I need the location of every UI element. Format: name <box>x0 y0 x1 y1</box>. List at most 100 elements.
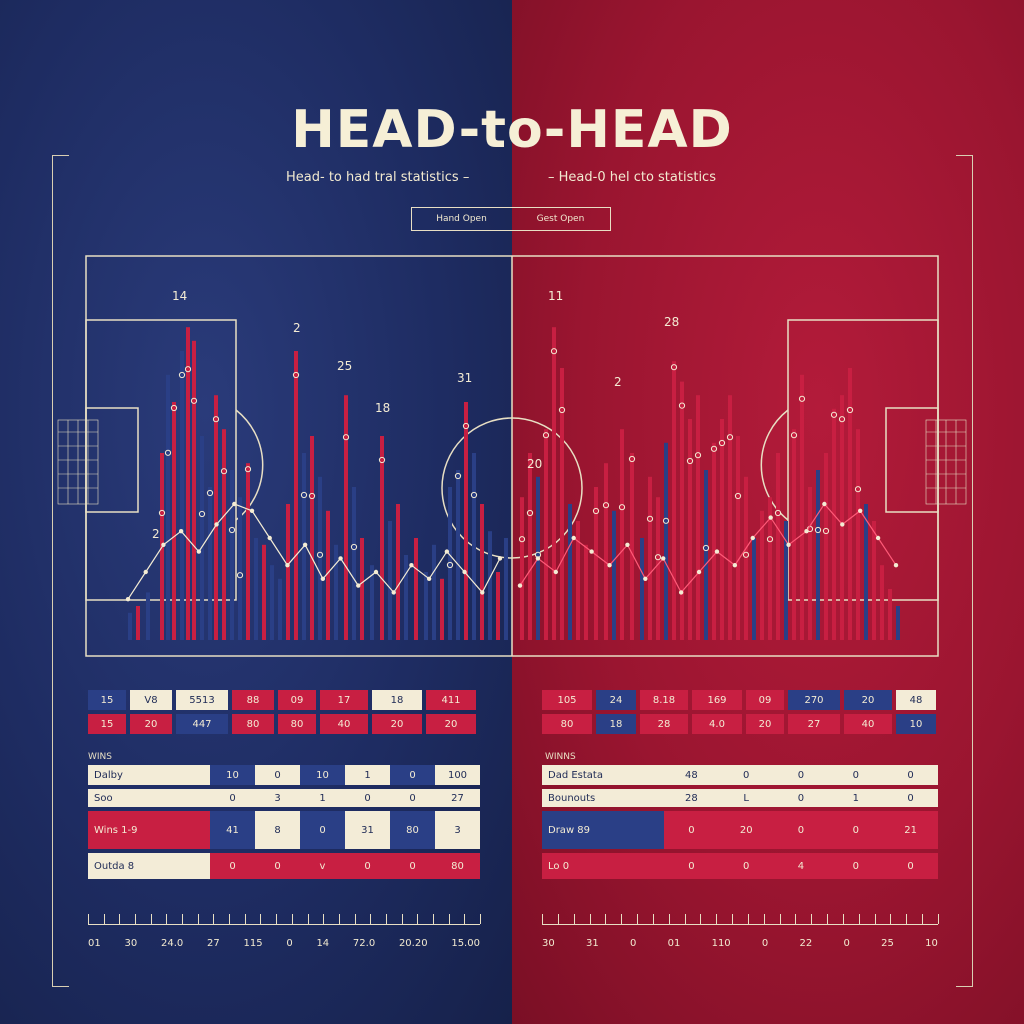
trend-line-right-point-19 <box>857 508 863 513</box>
stats-left-row-1: Soo 0 3 1 0 0 27 <box>88 789 480 807</box>
ruler-right-tick-8 <box>668 914 670 924</box>
bar-label-left-1: 2 <box>293 321 301 335</box>
ruler-left-tick-4 <box>150 914 152 924</box>
bar-marker-13 <box>228 526 236 534</box>
bar-20 <box>286 504 290 640</box>
pitch-chart: 14 2 25 18 31 2 11 28 2 20 <box>57 255 967 657</box>
trend-line-left-point-9 <box>285 563 290 568</box>
bar-79 <box>784 521 788 640</box>
summary-left-cell-0-1: V8 <box>130 690 172 710</box>
bar-marker-72 <box>726 434 734 441</box>
toggle-option-right[interactable]: Gest Open <box>536 214 585 224</box>
trend-line-right-point-16 <box>804 529 809 534</box>
bar-73 <box>736 436 740 640</box>
stats-left-row-3-value-2: v <box>300 853 345 879</box>
bar-marker-31 <box>378 456 386 464</box>
bar-21 <box>294 351 298 640</box>
ruler-left-tick-1 <box>103 914 105 924</box>
bar-12 <box>222 429 226 640</box>
bar-marker-24 <box>316 551 324 558</box>
summary-right-cell-1-5: 27 <box>788 714 840 734</box>
ruler-left-tick-18 <box>370 914 372 924</box>
bar-marker-23 <box>308 492 316 500</box>
trend-line-right-point-9 <box>678 590 684 595</box>
bar-47 <box>520 497 524 640</box>
stats-right-row-2: Draw 89 0 20 0 0 21 <box>542 811 938 849</box>
summary-right-cell-0-7: 48 <box>896 690 936 710</box>
trend-line-right-point-4 <box>589 549 594 554</box>
axis-left-label-0: 01 <box>88 938 101 949</box>
bar-label-left-2: 25 <box>337 359 352 373</box>
summary-table-right: 105 24 8.18 169 09 270 20 48 80 18 28 4.0 20 27 40 10 <box>542 690 938 734</box>
stats-right-row-1-value-3: 1 <box>828 789 884 807</box>
ruler-right-tick-24 <box>922 914 924 924</box>
ruler-left-tick-13 <box>291 914 293 924</box>
stats-right-row-3-value-3: 0 <box>828 853 884 879</box>
trend-line-right-point-3 <box>571 535 576 541</box>
bar-44 <box>488 531 492 640</box>
bar-label-right-3: 20 <box>527 457 542 471</box>
stats-right-row-3-value-2: 4 <box>773 853 829 879</box>
bar-marker-6 <box>178 371 186 379</box>
trend-line-right-point-13 <box>750 535 755 541</box>
bar-84 <box>824 453 828 640</box>
bar-label-left-5: 2 <box>152 527 160 541</box>
bar-45 <box>496 572 500 640</box>
ruler-right-tick-19 <box>842 914 844 924</box>
bar-34 <box>404 555 408 640</box>
ruler-left-tick-7 <box>197 914 199 924</box>
bar-4 <box>166 374 170 640</box>
bar-66 <box>680 381 684 640</box>
bar-76 <box>760 510 764 640</box>
ruler-right-tick-12 <box>732 914 734 924</box>
summary-right-cell-1-6: 40 <box>844 714 892 734</box>
ruler-right-tick-2 <box>573 914 575 924</box>
bar-marker-80 <box>790 432 798 439</box>
bar-26 <box>334 544 338 640</box>
stats-right-row-2-value-1: 20 <box>718 811 774 849</box>
trend-line-left-point-16 <box>409 563 414 568</box>
ruler-left-tick-10 <box>244 914 246 924</box>
trend-line-right-point-2 <box>553 569 559 575</box>
bar-label-right-0: 11 <box>548 289 563 303</box>
bars-group <box>128 327 900 640</box>
page-title: HEAD-to-HEAD <box>291 100 733 160</box>
stats-right-row-2-value-0: 0 <box>664 811 719 849</box>
bar-marker-60 <box>628 455 636 463</box>
bar-label-right-2: 2 <box>614 375 622 389</box>
bar-89 <box>864 504 868 640</box>
stats-left-row-3-value-0: 0 <box>210 853 255 879</box>
stats-left-row-2-value-0: 41 <box>210 811 255 849</box>
ruler-left-tick-25 <box>480 914 481 924</box>
trend-line-left-point-1 <box>143 569 148 575</box>
trend-line-left <box>127 503 501 600</box>
stats-right-row-label-2: Draw 89 <box>542 811 664 849</box>
bar-marker-64 <box>662 517 670 524</box>
bar-marker-86 <box>838 416 846 423</box>
bar-40 <box>456 470 460 640</box>
bar-marker-74 <box>742 551 750 558</box>
axis-right-label-2: 0 <box>629 938 637 949</box>
ruler-right-tick-17 <box>811 914 813 924</box>
stats-right-row-0-value-4: 0 <box>883 765 938 785</box>
bar-43 <box>480 504 484 640</box>
bar-42 <box>472 453 476 640</box>
stats-left-row-2-value-2: 0 <box>300 811 345 849</box>
ruler-right-tick-9 <box>684 914 686 924</box>
bar-88 <box>856 429 860 640</box>
bar-91 <box>880 565 884 640</box>
stats-right-row-2-value-2: 0 <box>773 811 829 849</box>
view-toggle[interactable]: Hand Open Gest Open <box>411 207 611 231</box>
toggle-option-left[interactable]: Hand Open <box>436 214 487 224</box>
bar-marker-47 <box>518 536 526 543</box>
bar-marker-50 <box>542 432 550 439</box>
stats-left-row-2: Wins 1-9 41 8 0 31 80 3 <box>88 811 480 849</box>
stats-right-row-label-1: Bounouts <box>542 789 664 807</box>
bar-57 <box>604 463 608 640</box>
bar-17 <box>262 544 266 640</box>
trend-line-right-point-11 <box>714 549 720 554</box>
subtitle-left: Head- to had tral statistics – <box>286 170 470 185</box>
ruler-right-tick-25 <box>938 914 939 924</box>
bar-marker-71 <box>718 439 726 447</box>
